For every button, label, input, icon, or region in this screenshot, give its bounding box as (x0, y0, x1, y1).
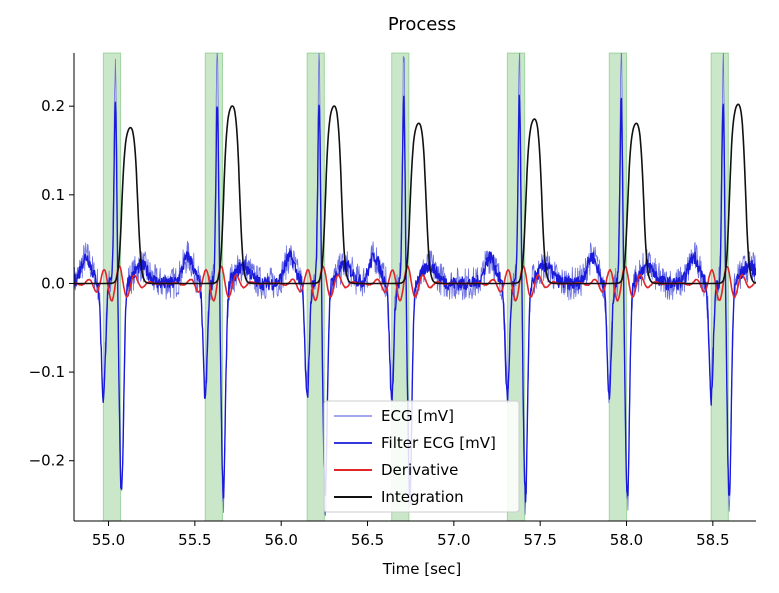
y-tick-label-1: −0.1 (29, 363, 65, 381)
axes: 55.0 55.5 56.0 56.5 57.0 57.5 58.0 58.5 −0.2 −0.1… (29, 53, 756, 549)
x-tick-label-6: 58.0 (610, 531, 643, 549)
chart-title: Process (388, 14, 456, 35)
y-tick-label-3: 0.1 (41, 186, 65, 204)
x-tick-label-7: 58.5 (696, 531, 729, 549)
legend-label-derivative: Derivative (381, 461, 458, 479)
y-tick-label-0: −0.2 (29, 452, 65, 470)
plot-lines (74, 53, 756, 516)
filter-ecg-line (74, 94, 756, 503)
legend-box (323, 400, 520, 513)
integration-line (74, 103, 756, 285)
x-tick-label-5: 57.5 (523, 531, 556, 549)
x-tick-label-3: 56.5 (351, 531, 384, 549)
x-tick-label-2: 56.0 (264, 531, 297, 549)
y-tick-label-4: 0.2 (41, 97, 65, 115)
y-tick-label-2: 0.0 (41, 274, 65, 292)
legend-label-filter-ecg: Filter ECG [mV] (381, 434, 496, 452)
legend-label-ecg: ECG [mV] (381, 407, 454, 425)
plot-lines-clipped (74, 53, 756, 516)
x-tick-label-4: 57.0 (437, 531, 470, 549)
x-tick-label-0: 55.0 (92, 531, 125, 549)
derivative-line (74, 265, 756, 302)
x-axis-label: Time [sec] (382, 560, 461, 578)
legend-label-integration: Integration (381, 488, 464, 506)
x-tick-label-1: 55.5 (178, 531, 211, 549)
legend: ECG [mV] Filter ECG [mV] Derivative Inte… (323, 400, 520, 513)
